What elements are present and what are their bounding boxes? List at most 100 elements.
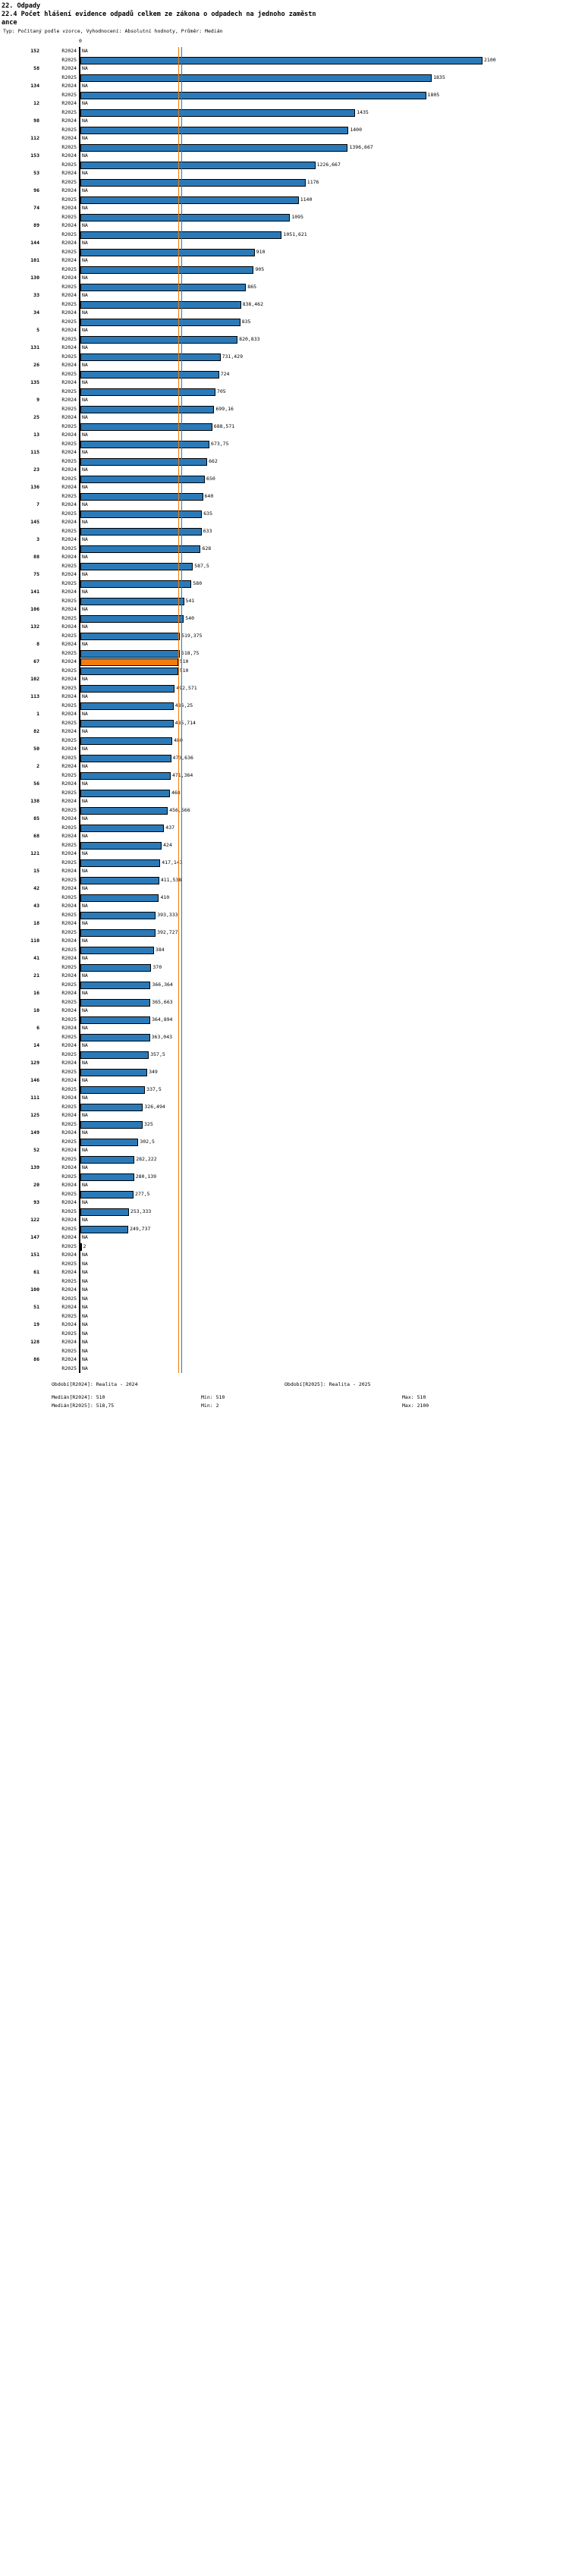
bar-r2025[interactable]	[80, 231, 282, 239]
chart-row: R2024 NA	[0, 501, 569, 509]
bar-r2024[interactable]	[80, 658, 178, 666]
bar-r2025[interactable]	[80, 789, 171, 797]
bar-r2025[interactable]	[80, 719, 174, 727]
plot-area: 152 R2024 NA R2025 2100 58 R2024 NA R2025 1835 134…	[0, 47, 569, 1373]
legend-period-2025: Období[R2025]: Realita - 2025	[284, 1381, 371, 1387]
bar-track: 835	[80, 318, 569, 326]
bar-r2025[interactable]	[80, 1085, 146, 1094]
bar-r2025[interactable]	[80, 423, 212, 431]
bar-r2025[interactable]	[80, 248, 255, 256]
bar-r2025[interactable]	[80, 1051, 149, 1059]
bar-value-label: NA	[82, 693, 88, 699]
bar-r2025[interactable]	[80, 771, 171, 780]
bar-r2025[interactable]	[80, 510, 203, 518]
bar-r2025[interactable]	[80, 998, 151, 1007]
bar-r2025[interactable]	[80, 963, 152, 972]
bar-r2025[interactable]	[80, 911, 156, 919]
chart-row: R2025 1095	[0, 213, 569, 221]
bar-r2025[interactable]	[80, 1103, 143, 1111]
bar-track: NA	[80, 187, 569, 195]
series-label-r2025: R2025	[61, 458, 77, 464]
bar-r2025[interactable]	[80, 1155, 135, 1164]
bar-value-label: NA	[82, 1095, 88, 1101]
bar-r2025[interactable]	[80, 265, 254, 274]
bar-r2025[interactable]	[80, 388, 215, 396]
bar-track: NA	[80, 1198, 569, 1207]
bar-r2025[interactable]	[80, 545, 201, 553]
bar-r2025[interactable]	[80, 353, 221, 361]
bar-r2025[interactable]	[80, 1225, 129, 1233]
bar-r2025[interactable]	[80, 894, 159, 902]
bar-r2025[interactable]	[80, 1242, 82, 1251]
bar-r2025[interactable]	[80, 841, 162, 850]
bar-r2025[interactable]	[80, 754, 171, 762]
bar-track: NA	[80, 1286, 569, 1294]
bar-r2025[interactable]	[80, 318, 240, 326]
bar-r2025[interactable]	[80, 213, 291, 221]
bar-r2025[interactable]	[80, 405, 215, 413]
bar-value-label: NA	[82, 868, 88, 874]
bar-value-label: 2100	[484, 57, 496, 63]
bar-track: NA	[80, 291, 569, 300]
bar-value-label: NA	[82, 397, 88, 403]
chart-row: R2025 673,75	[0, 440, 569, 448]
chart-group: 12 R2024 NA R2025 1435	[0, 99, 569, 117]
bar-r2025[interactable]	[80, 806, 168, 815]
bar-r2025[interactable]	[80, 527, 202, 536]
bar-r2025[interactable]	[80, 1173, 134, 1181]
bar-r2025[interactable]	[80, 684, 175, 693]
series-label-r2024: R2024	[61, 798, 77, 804]
bar-r2025[interactable]	[80, 632, 181, 640]
bar-r2025[interactable]	[80, 475, 206, 483]
bar-r2025[interactable]	[80, 702, 174, 710]
bar-r2025[interactable]	[80, 161, 316, 169]
bar-track: NA	[80, 536, 569, 544]
bar-r2025[interactable]	[80, 108, 356, 117]
bar-r2025[interactable]	[80, 178, 306, 187]
bar-r2025[interactable]	[80, 1068, 148, 1076]
bar-r2025[interactable]	[80, 876, 159, 884]
bar-r2025[interactable]	[80, 335, 238, 344]
bar-r2025[interactable]	[80, 196, 299, 204]
chart-row: R2024 NA	[0, 1041, 569, 1050]
bar-r2025[interactable]	[80, 56, 483, 64]
bar-r2025[interactable]	[80, 1016, 151, 1024]
bar-value-label: 673,75	[211, 441, 229, 447]
bar-r2025[interactable]	[80, 597, 184, 605]
bar-r2025[interactable]	[80, 562, 193, 570]
chart-row: R2024 NA	[0, 1286, 569, 1294]
bar-r2025[interactable]	[80, 649, 180, 658]
bar-r2025[interactable]	[80, 928, 156, 937]
bar-track: NA	[80, 1041, 569, 1050]
bar-r2025[interactable]	[80, 74, 432, 82]
bar-r2025[interactable]	[80, 1138, 139, 1146]
bar-r2025[interactable]	[80, 457, 208, 466]
bar-r2025[interactable]	[80, 580, 192, 588]
bar-r2025[interactable]	[80, 824, 165, 832]
bar-r2025[interactable]	[80, 91, 426, 99]
bar-r2025[interactable]	[80, 283, 247, 291]
bar-r2025[interactable]	[80, 1033, 150, 1041]
chart-row: R2025 731,429	[0, 353, 569, 361]
bar-r2025[interactable]	[80, 492, 203, 501]
report-header: 22. Odpady 22.4 Počet hlášení evidence o…	[0, 0, 569, 35]
bar-r2025[interactable]	[80, 1120, 143, 1129]
chart-row: R2024 NA	[0, 239, 569, 247]
bar-r2025[interactable]	[80, 370, 219, 379]
chart-group: 110 R2024 NA R2025 384	[0, 937, 569, 954]
chart-row: R2024 NA	[0, 745, 569, 753]
bar-r2025[interactable]	[80, 300, 241, 309]
bar-r2025[interactable]	[80, 737, 173, 745]
bar-r2025[interactable]	[80, 440, 210, 448]
bar-r2025[interactable]	[80, 859, 161, 867]
chart-row: R2025 1140	[0, 196, 569, 204]
bar-r2025[interactable]	[80, 946, 154, 954]
bar-r2025[interactable]	[80, 1190, 134, 1198]
bar-r2025[interactable]	[80, 981, 151, 989]
bar-r2025[interactable]	[80, 614, 184, 623]
category-label: 3	[36, 536, 39, 542]
bar-r2025[interactable]	[80, 667, 178, 675]
bar-r2025[interactable]	[80, 1208, 129, 1216]
bar-r2025[interactable]	[80, 126, 349, 134]
bar-r2025[interactable]	[80, 143, 348, 152]
